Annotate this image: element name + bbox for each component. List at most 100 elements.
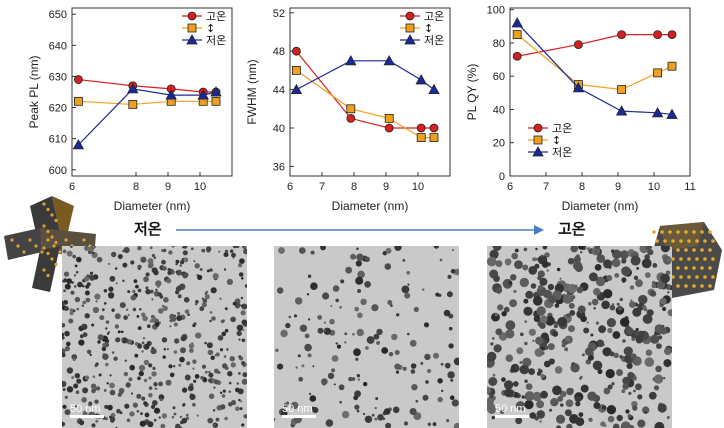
- nanoparticle: [150, 404, 156, 409]
- nanoparticle: [153, 269, 159, 276]
- nanoparticle: [66, 367, 74, 374]
- nanoparticle: [171, 246, 175, 248]
- nanoparticle: [194, 374, 200, 379]
- nanoparticle: [451, 399, 459, 407]
- nanoparticle: [213, 386, 216, 389]
- atom-dot: [708, 284, 712, 288]
- nanoparticle: [183, 246, 188, 249]
- nanoparticle: [107, 404, 113, 411]
- nanoparticle: [355, 260, 362, 267]
- nanoparticle: [109, 382, 115, 389]
- nanoparticle: [524, 391, 535, 401]
- atom-dot: [708, 266, 712, 270]
- x-tick-label: 7: [543, 181, 549, 193]
- series-line-3: [77, 88, 217, 146]
- nanoparticle: [625, 409, 630, 414]
- nanoparticle: [111, 351, 115, 354]
- nanoparticle: [145, 289, 151, 295]
- nanoparticle: [173, 412, 177, 416]
- nanoparticle: [597, 369, 603, 375]
- data-point: [345, 54, 357, 66]
- nanoparticle: [554, 303, 560, 308]
- nanoparticle: [71, 376, 74, 379]
- nanoparticle: [64, 306, 67, 310]
- nanoparticle: [153, 407, 161, 414]
- nanoparticle: [92, 375, 96, 378]
- nanoparticle: [86, 282, 91, 287]
- atom-dot: [660, 230, 664, 234]
- nanoparticle: [633, 389, 636, 393]
- legend-marker: [186, 34, 198, 45]
- series-line-1: [295, 50, 434, 129]
- nanoparticle: [166, 278, 172, 284]
- nanoparticle: [606, 318, 616, 328]
- y-axis-label: PL QY (%): [465, 64, 479, 121]
- x-tick-label: 6: [69, 181, 75, 193]
- atom-dot: [700, 248, 704, 252]
- nanoparticle: [622, 356, 625, 359]
- nanoparticle: [394, 350, 400, 355]
- nanoparticle: [152, 366, 156, 370]
- legend-marker: [404, 34, 416, 45]
- nanoparticle: [519, 364, 530, 375]
- data-point: [197, 89, 209, 100]
- nanoparticle: [621, 266, 631, 276]
- nanoparticle: [622, 339, 626, 343]
- nanoparticle: [176, 315, 183, 321]
- data-point: [74, 96, 83, 106]
- nanoparticle: [660, 327, 668, 335]
- nanoparticle: [91, 388, 96, 394]
- nanoparticle: [76, 256, 82, 263]
- nanoparticle: [129, 411, 135, 417]
- nanoparticle: [593, 402, 601, 409]
- nanoparticle: [525, 383, 533, 390]
- nanoparticle: [619, 250, 629, 260]
- nanoparticle: [199, 306, 205, 312]
- nanoparticle: [329, 318, 335, 325]
- nanoparticle: [594, 249, 599, 254]
- nanoparticle: [149, 246, 153, 250]
- nanoparticle: [241, 361, 246, 365]
- nanoparticle: [158, 308, 164, 314]
- nanoparticle: [71, 354, 78, 360]
- chart-panel-3: 0 20 40 60 80 100 6 7 8 9 10 11 Diameter (nm) PL QY (…: [465, 5, 696, 213]
- nanoparticle: [161, 337, 168, 343]
- nanoparticle: [306, 293, 310, 296]
- nanoparticle: [181, 417, 188, 424]
- nanoparticle: [423, 322, 430, 328]
- nanoparticle: [487, 351, 497, 362]
- nanoparticle: [62, 352, 66, 358]
- nanoparticle: [653, 385, 660, 391]
- nanoparticle: [207, 417, 214, 424]
- nanoparticle: [187, 385, 194, 392]
- nanoparticle: [612, 423, 620, 428]
- nanoparticle: [99, 315, 105, 321]
- nanoparticle: [353, 348, 361, 357]
- nanoparticle: [415, 399, 419, 403]
- tem-particles: [274, 246, 459, 428]
- atom-dot: [676, 284, 680, 288]
- nanoparticle: [236, 246, 240, 248]
- nanoparticle: [148, 386, 153, 390]
- nanoparticle: [515, 401, 525, 411]
- nanoparticle: [78, 339, 85, 346]
- nanoparticle: [492, 337, 495, 340]
- nanoparticle: [539, 322, 546, 329]
- nanoparticle: [559, 390, 567, 398]
- nanoparticle: [655, 365, 662, 373]
- x-tick-label: 6: [507, 181, 513, 193]
- nanoparticle: [209, 311, 213, 314]
- scale-bar-label: 50 nm: [70, 403, 101, 415]
- atom-dot: [671, 239, 675, 243]
- atom-dot: [42, 202, 46, 206]
- nanoparticle: [628, 424, 635, 428]
- nanoparticle: [64, 409, 71, 416]
- nanoparticle: [348, 376, 353, 382]
- nanoparticle: [224, 328, 229, 333]
- nanoparticle: [354, 404, 360, 410]
- nanoparticle: [611, 258, 621, 268]
- nanoparticle: [648, 391, 657, 400]
- nanoparticle: [240, 400, 243, 403]
- nanoparticle: [381, 347, 389, 354]
- nanoparticle: [240, 296, 244, 300]
